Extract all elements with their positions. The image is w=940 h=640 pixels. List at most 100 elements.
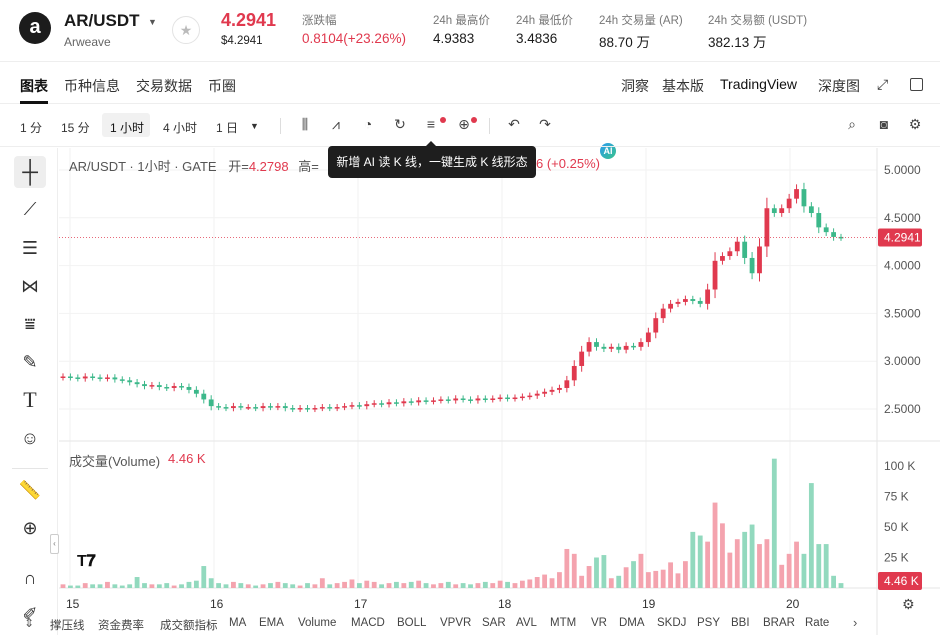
- candle-style-icon[interactable]: ⫼: [301, 116, 309, 132]
- indicator-rate[interactable]: Rate: [805, 617, 830, 629]
- indicator-成交额指标[interactable]: 成交额指标: [160, 620, 218, 632]
- ai-insight-icon[interactable]: AI: [600, 143, 616, 159]
- indicator-ma[interactable]: MA: [229, 617, 247, 629]
- interval-1d[interactable]: 1 日: [216, 121, 239, 135]
- chevron-right-icon[interactable]: ›: [853, 615, 858, 630]
- volume-bar: [186, 581, 192, 588]
- crosshair-icon[interactable]: ┼: [14, 156, 46, 188]
- legend-change: 6 (+0.25%): [536, 156, 600, 171]
- text-tool-icon[interactable]: T: [23, 387, 37, 412]
- tab-insight[interactable]: 洞察: [621, 78, 649, 94]
- fib-icon[interactable]: ⩸: [24, 314, 36, 334]
- expand-icon[interactable]: ⤢: [877, 76, 889, 92]
- ai-kline-icon[interactable]: ≡: [426, 116, 436, 132]
- tab-trade-data[interactable]: 交易数据: [136, 78, 192, 94]
- volume-bar: [816, 544, 822, 588]
- indicator-boll[interactable]: BOLL: [397, 617, 427, 629]
- magnet-icon[interactable]: ∩: [23, 568, 37, 588]
- emoji-icon[interactable]: ☺: [20, 428, 40, 448]
- camera-icon[interactable]: ◙: [879, 116, 889, 132]
- candle-body: [364, 404, 370, 407]
- gear-icon[interactable]: ⚙: [908, 116, 922, 132]
- time-tick-label: 20: [786, 597, 800, 611]
- indicator-bbi[interactable]: BBI: [731, 617, 750, 629]
- tab-depth[interactable]: 深度图: [818, 78, 860, 94]
- favorite-star-icon[interactable]: ★: [172, 16, 200, 44]
- tab-chart[interactable]: 图表: [20, 78, 48, 94]
- brush-icon[interactable]: ✎: [22, 352, 38, 372]
- indicator-macd[interactable]: MACD: [351, 617, 385, 629]
- price-tag-label: 4.2941: [884, 230, 921, 244]
- lock-icon[interactable]: ✐: [22, 604, 38, 624]
- indicator-scroll-icon[interactable]: ⇕: [24, 616, 35, 630]
- indicator-撑压线[interactable]: 撑压线: [50, 620, 85, 632]
- tab-basic[interactable]: 基本版: [662, 78, 704, 94]
- candle-body: [297, 408, 303, 410]
- window-icon[interactable]: [910, 78, 923, 91]
- indicator-psy[interactable]: PSY: [697, 617, 721, 629]
- indicator-dma[interactable]: DMA: [619, 617, 645, 629]
- chart-area[interactable]: 5.0000 4.5000 4.0000 3.5000 3.0000 2.5000 100 …: [59, 148, 940, 635]
- interval-4h[interactable]: 4 小时: [163, 121, 198, 135]
- candle-body: [208, 399, 214, 407]
- volume-legend-label: 成交量(Volume): [69, 454, 161, 469]
- add-icon[interactable]: ⊕: [458, 116, 470, 132]
- candle-body: [268, 406, 273, 408]
- candle-body: [527, 395, 533, 398]
- volume-bar: [786, 553, 792, 588]
- volume-bar: [112, 584, 118, 588]
- volume-tag-bg: [878, 572, 922, 590]
- candle-body: [519, 396, 525, 399]
- pair-selector[interactable]: AR/USDT: [64, 11, 140, 30]
- undo-icon[interactable]: ↶: [508, 116, 520, 132]
- tab-coin-info[interactable]: 币种信息: [64, 78, 120, 94]
- axis-settings-icon[interactable]: ⚙: [902, 596, 915, 612]
- candle-body: [808, 206, 814, 214]
- trend-line-icon[interactable]: ⟋: [23, 199, 37, 219]
- horizontal-lines-icon[interactable]: ☰: [21, 238, 39, 258]
- zoom-in-icon[interactable]: ⊕: [22, 518, 38, 538]
- indicator-sar[interactable]: SAR: [482, 617, 506, 629]
- collapse-toolbar-handle[interactable]: ‹: [50, 534, 59, 554]
- indicator-brar[interactable]: BRAR: [763, 617, 795, 629]
- last-price-usd: $4.2941: [221, 35, 263, 47]
- redo-icon[interactable]: ↷: [539, 116, 551, 132]
- volume-legend-value: 4.46 K: [168, 451, 206, 466]
- chevron-down-icon[interactable]: ▼: [148, 17, 157, 27]
- interval-1h[interactable]: 1 小时: [110, 121, 145, 135]
- indicator-avl[interactable]: AVL: [516, 617, 537, 629]
- price-tick-label: 4.0000: [884, 259, 921, 273]
- search-icon[interactable]: ⌕: [848, 116, 856, 132]
- candle-body: [497, 397, 503, 400]
- tab-tradingview[interactable]: TradingView: [720, 76, 798, 92]
- candle-body: [697, 300, 703, 304]
- interval-dropdown-icon[interactable]: ▼: [250, 121, 259, 131]
- interval-1m[interactable]: 1 分: [20, 121, 43, 135]
- indicators-icon[interactable]: ⩘: [332, 116, 340, 132]
- volume-bar: [127, 584, 133, 588]
- interval-15m[interactable]: 15 分: [61, 121, 90, 135]
- stat-label: 24h 最低价: [516, 15, 573, 27]
- price-tick-label: 3.0000: [884, 354, 921, 368]
- indicator-vr[interactable]: VR: [591, 617, 607, 629]
- candlestick-chart[interactable]: 5.0000 4.5000 4.0000 3.5000 3.0000 2.5000 100 …: [59, 148, 940, 635]
- alert-bell-icon[interactable]: ◔: [363, 116, 373, 132]
- candle-body: [356, 405, 362, 407]
- pattern-icon[interactable]: ⋈: [21, 276, 39, 296]
- indicator-volume[interactable]: Volume: [298, 617, 337, 629]
- replay-icon[interactable]: ↻: [394, 116, 406, 132]
- indicator-vpvr[interactable]: VPVR: [440, 617, 472, 629]
- legend-title: AR/USDT · 1小时 · GATE: [69, 159, 217, 174]
- candle-body: [690, 299, 696, 301]
- chart-toolbar: 1 分 15 分 1 小时 4 小时 1 日 ▼ ⫼ ⩘ ◔ ↻ ≡ ⊕ ↶ ↷…: [0, 105, 940, 147]
- ruler-icon[interactable]: 📏: [18, 480, 42, 500]
- indicator-资金费率[interactable]: 资金费率: [98, 620, 144, 632]
- indicator-skdj[interactable]: SKDJ: [657, 617, 687, 629]
- stat-value: 382.13 万: [708, 35, 767, 50]
- candle-body: [112, 377, 118, 380]
- candle-body: [282, 406, 288, 409]
- indicator-mtm[interactable]: MTM: [550, 617, 577, 629]
- indicator-ema[interactable]: EMA: [259, 617, 284, 629]
- volume-bar: [423, 583, 429, 588]
- tab-coin-circle[interactable]: 币圈: [208, 78, 236, 94]
